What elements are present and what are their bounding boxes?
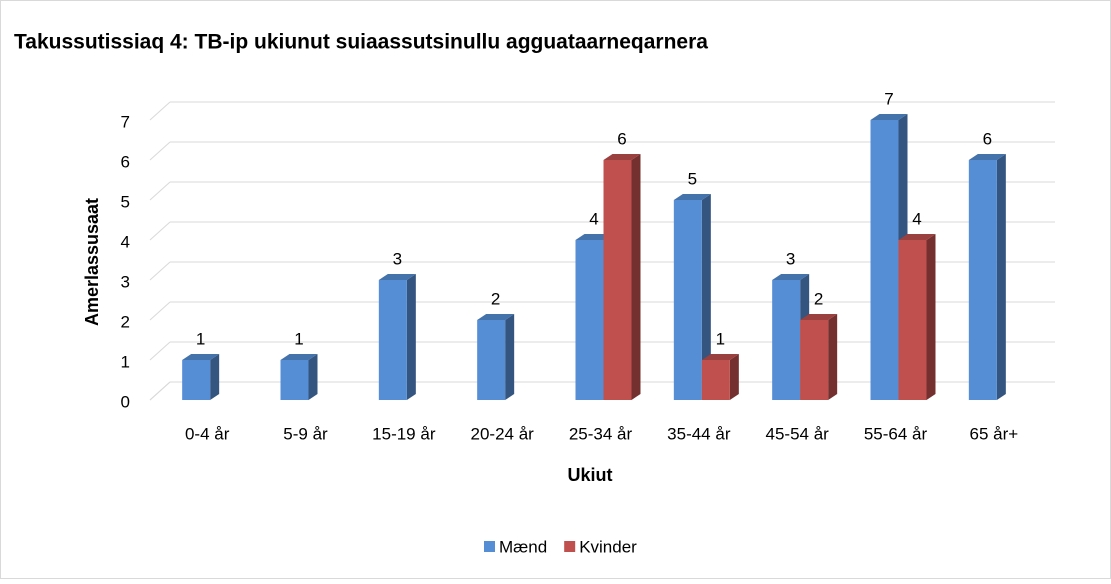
- data-label: 4: [912, 209, 921, 228]
- bar-top: [182, 354, 220, 360]
- bar-top: [477, 314, 515, 320]
- bar: [603, 154, 641, 400]
- x-axis-label: Ukiut: [568, 465, 613, 485]
- data-label: 3: [786, 249, 795, 268]
- bar-front: [870, 120, 899, 400]
- bar-side: [308, 354, 318, 400]
- data-label: 6: [983, 129, 992, 148]
- bar: [477, 314, 515, 400]
- data-label: 7: [884, 89, 893, 108]
- y-tick-label: 7: [121, 112, 130, 131]
- bar-top: [968, 154, 1006, 160]
- bar: [701, 354, 739, 400]
- bar-front: [898, 240, 927, 400]
- chart-title: Takussutissiaq 4: TB-ip ukiunut suiaassu…: [14, 31, 708, 54]
- bar: [673, 194, 711, 400]
- grid-line: [149, 221, 171, 241]
- x-tick-label: 55-64 år: [864, 424, 928, 443]
- y-tick-label: 4: [121, 232, 130, 251]
- bar-top: [280, 354, 318, 360]
- bar: [182, 354, 220, 400]
- data-label: 1: [716, 329, 725, 348]
- data-label: 6: [617, 129, 626, 148]
- grid-line: [149, 141, 171, 161]
- bar-top: [603, 154, 641, 160]
- bar-top: [575, 234, 613, 240]
- bar-top: [673, 194, 711, 200]
- bar: [280, 354, 318, 400]
- bar-top: [800, 314, 838, 320]
- bar-front: [968, 160, 997, 400]
- bar-front: [772, 280, 801, 400]
- bar-front: [280, 360, 309, 400]
- data-label: 2: [814, 289, 823, 308]
- grid-line: [149, 181, 171, 201]
- y-tick-label: 3: [121, 272, 130, 291]
- data-label: 1: [294, 329, 303, 348]
- y-tick-label: 1: [121, 352, 130, 371]
- data-label: 3: [393, 249, 402, 268]
- bar-top: [870, 114, 908, 120]
- data-label: 4: [589, 209, 598, 228]
- data-label: 5: [688, 169, 697, 188]
- x-tick-label: 5-9 år: [283, 424, 328, 443]
- bar-front: [673, 200, 702, 400]
- x-tick-label: 45-54 år: [766, 424, 830, 443]
- bar-side: [729, 354, 739, 400]
- bar-side: [505, 314, 515, 400]
- bar: [898, 234, 936, 400]
- grid-line: [149, 261, 171, 281]
- legend-swatch: [564, 541, 576, 552]
- x-tick-label: 20-24 år: [471, 424, 535, 443]
- legend-label: Kvinder: [579, 537, 637, 556]
- y-tick-label: 6: [121, 152, 130, 171]
- grid-line: [149, 341, 171, 361]
- legend-label: Mænd: [499, 537, 547, 556]
- bar-top: [701, 354, 739, 360]
- bar-front: [603, 160, 632, 400]
- bar: [378, 274, 416, 400]
- bar-front: [800, 320, 829, 400]
- legend-swatch: [484, 541, 495, 552]
- bar-top: [898, 234, 936, 240]
- y-tick-label: 0: [121, 392, 130, 411]
- y-axis-label: Amerlassusaat: [82, 198, 102, 326]
- y-tick-label: 2: [121, 312, 130, 331]
- x-tick-label: 15-19 år: [372, 424, 436, 443]
- bar: [800, 314, 838, 400]
- x-tick-label: 0-4 år: [185, 424, 230, 443]
- y-tick-label: 5: [121, 192, 130, 211]
- bar-side: [828, 314, 838, 400]
- data-label: 2: [491, 289, 500, 308]
- data-label: 1: [196, 329, 205, 348]
- bar-side: [631, 154, 641, 400]
- bar-side: [210, 354, 220, 400]
- x-tick-label: 65 år+: [969, 424, 1018, 443]
- grid-line: [149, 381, 171, 401]
- bar-side: [701, 194, 711, 400]
- bar-front: [182, 360, 211, 400]
- bar-front: [477, 320, 506, 400]
- bar-front: [701, 360, 730, 400]
- bar: [968, 154, 1006, 400]
- x-tick-label: 35-44 år: [667, 424, 731, 443]
- bar-side: [406, 274, 416, 400]
- bar-side: [926, 234, 936, 400]
- bar-front: [378, 280, 407, 400]
- bar-top: [772, 274, 810, 280]
- grid-line: [149, 301, 171, 321]
- bar-front: [575, 240, 604, 400]
- bar-side: [996, 154, 1006, 400]
- grid-line: [149, 101, 171, 121]
- bar-top: [378, 274, 416, 280]
- x-tick-label: 25-34 år: [569, 424, 633, 443]
